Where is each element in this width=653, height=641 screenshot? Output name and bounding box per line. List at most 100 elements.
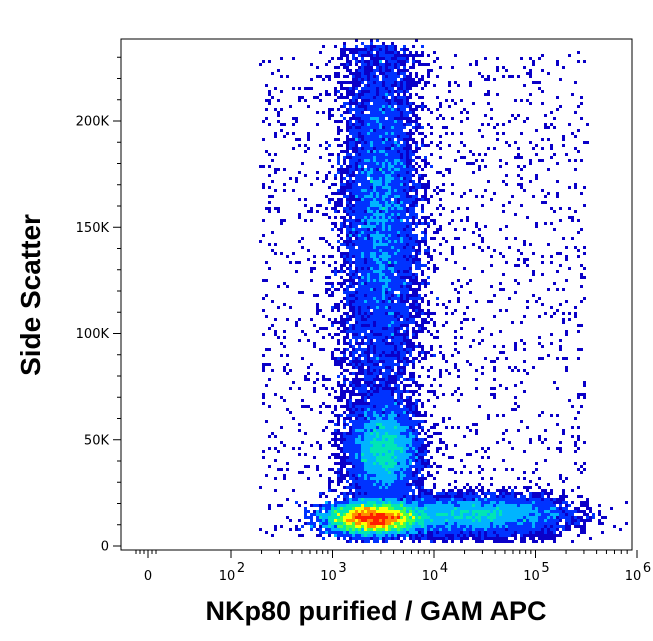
density-cell [538, 315, 541, 318]
density-cell [265, 150, 268, 153]
density-cell [325, 276, 328, 279]
density-cell [376, 165, 379, 168]
density-cell [400, 252, 403, 255]
density-cell [394, 219, 397, 222]
density-cell [445, 168, 448, 171]
density-cell [490, 285, 493, 288]
density-cell [385, 393, 388, 396]
density-cell [427, 162, 430, 165]
density-cell [358, 369, 361, 372]
density-cell [370, 345, 373, 348]
density-cell [412, 120, 415, 123]
density-cell [412, 435, 415, 438]
density-cell [412, 102, 415, 105]
density-cell [409, 474, 412, 477]
density-cell [382, 339, 385, 342]
density-cell [520, 177, 523, 180]
density-cell [313, 267, 316, 270]
density-cell [361, 114, 364, 117]
density-cell [355, 180, 358, 183]
density-cell [391, 186, 394, 189]
density-cell [409, 456, 412, 459]
density-cell [364, 174, 367, 177]
density-cell [304, 144, 307, 147]
density-cell [262, 279, 265, 282]
density-cell [418, 285, 421, 288]
density-cell [352, 198, 355, 201]
density-cell [418, 126, 421, 129]
density-cell [358, 159, 361, 162]
density-cell [406, 321, 409, 324]
density-cell [292, 147, 295, 150]
density-cell [445, 360, 448, 363]
density-cell [412, 459, 415, 462]
density-cell [412, 255, 415, 258]
density-cell [382, 459, 385, 462]
density-cell [376, 270, 379, 273]
density-cell [364, 63, 367, 66]
density-cell [388, 396, 391, 399]
density-cell [343, 318, 346, 321]
density-cell [262, 396, 265, 399]
density-cell [415, 192, 418, 195]
density-cell [409, 246, 412, 249]
density-cell [367, 453, 370, 456]
density-cell [367, 204, 370, 207]
density-cell [400, 471, 403, 474]
density-cell [478, 168, 481, 171]
density-cell [583, 141, 586, 144]
density-cell [538, 297, 541, 300]
density-cell [397, 180, 400, 183]
density-cell [355, 177, 358, 180]
density-cell [418, 267, 421, 270]
density-cell [340, 267, 343, 270]
density-cell [334, 444, 337, 447]
density-cell [370, 198, 373, 201]
density-cell [400, 288, 403, 291]
density-cell [358, 468, 361, 471]
density-cell [400, 204, 403, 207]
density-cell [409, 72, 412, 75]
density-cell [466, 216, 469, 219]
density-cell [367, 171, 370, 174]
density-cell [361, 378, 364, 381]
density-cell [361, 249, 364, 252]
density-cell [433, 477, 436, 480]
density-cell [361, 78, 364, 81]
density-cell [394, 429, 397, 432]
density-cell [436, 267, 439, 270]
density-cell [373, 429, 376, 432]
density-cell [328, 477, 331, 480]
density-cell [433, 432, 436, 435]
density-cell [376, 222, 379, 225]
density-cell [388, 297, 391, 300]
density-cell [391, 387, 394, 390]
density-cell [409, 402, 412, 405]
density-cell [550, 156, 553, 159]
density-cell [367, 168, 370, 171]
density-cell [265, 363, 268, 366]
density-cell [403, 168, 406, 171]
density-cell [358, 72, 361, 75]
density-cell [421, 105, 424, 108]
density-cell [433, 267, 436, 270]
density-cell [454, 480, 457, 483]
density-cell [358, 174, 361, 177]
density-cell [514, 396, 517, 399]
density-cell [406, 468, 409, 471]
density-cell [313, 387, 316, 390]
density-cell [415, 204, 418, 207]
density-cell [475, 60, 478, 63]
density-cell [373, 117, 376, 120]
density-cell [415, 294, 418, 297]
density-cell [409, 297, 412, 300]
density-cell [394, 117, 397, 120]
density-cell [532, 81, 535, 84]
density-cell [328, 243, 331, 246]
density-cell [532, 60, 535, 63]
density-cell [415, 315, 418, 318]
density-cell [394, 66, 397, 69]
density-cell [496, 414, 499, 417]
density-cell [409, 168, 412, 171]
density-cell [367, 165, 370, 168]
